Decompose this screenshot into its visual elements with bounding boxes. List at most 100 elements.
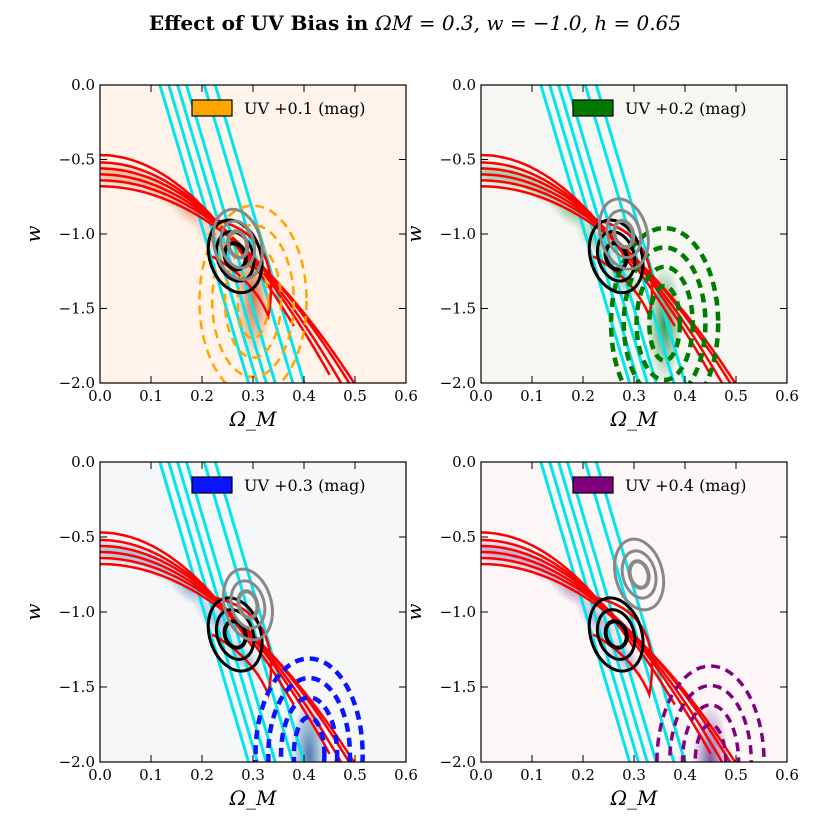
x-tick-label: 0.2 (571, 766, 595, 784)
x-tick-label: 0.2 (190, 387, 214, 405)
combined-biased-contour (211, 207, 264, 282)
cmb-contour-line (594, 462, 687, 762)
legend-label: UV +0.1 (mag) (244, 99, 366, 118)
bias-dashed-contour (266, 675, 353, 762)
y-axis-label: w (402, 225, 426, 242)
combined-biased-contour (226, 229, 250, 260)
y-tick-label: −1.0 (59, 603, 95, 621)
combined-true-contour (595, 608, 637, 661)
y-axis-label: w (21, 225, 45, 242)
x-tick-label: 0.6 (775, 766, 799, 784)
x-tick-label: 0.2 (190, 766, 214, 784)
combined-true-contour (603, 619, 629, 650)
cmb-contour-line (158, 462, 251, 762)
legend: UV +0.3 (mag) (191, 476, 366, 495)
x-tick-label: 0.0 (88, 387, 112, 405)
y-tick-label: −1.0 (59, 225, 95, 243)
legend-swatch (191, 99, 233, 117)
y-tick-label: −1.5 (59, 300, 95, 318)
x-tick-label: 0.1 (139, 387, 163, 405)
legend-swatch (572, 476, 614, 494)
x-tick-label: 0.1 (139, 766, 163, 784)
legend: UV +0.2 (mag) (572, 99, 747, 118)
bias-dashed-contour (291, 714, 327, 762)
x-tick-label: 0.2 (571, 387, 595, 405)
figure-title-math: ΩM = 0.3, w = −1.0, h = 0.65 (374, 11, 681, 35)
combined-true-contour (603, 241, 629, 272)
figure-title-bold: Effect of UV Bias in (149, 11, 375, 35)
x-tick-label: 0.3 (622, 766, 646, 784)
combined-biased-contour (597, 197, 650, 271)
bias-dashed-contour (198, 204, 308, 383)
y-tick-label: −2.0 (59, 753, 95, 771)
y-tick-label: −0.5 (440, 528, 476, 546)
panel-bottom-left: 0.0 0.1 0.2 0.3 0.4 0.5 0.6 0.0 −0.5 −1.0 −1.5 −2.0… (21, 453, 418, 810)
combined-biased-contour (236, 589, 260, 620)
sn-contour-loop (211, 217, 273, 321)
y-axis-label: w (402, 603, 426, 620)
bias-dashed-contour (278, 695, 340, 762)
legend-swatch (572, 99, 614, 117)
plot-area (100, 462, 365, 762)
y-tick-label: −1.5 (59, 678, 95, 696)
bias-dashed-contour (223, 243, 283, 359)
y-tick-label: −1.0 (440, 603, 476, 621)
figure-title: Effect of UV Bias in ΩM = 0.3, w = −1.0,… (149, 11, 681, 35)
x-tick-label: 0.5 (724, 766, 748, 784)
x-tick-label: 0.5 (343, 387, 367, 405)
x-tick-label: 0.3 (241, 387, 265, 405)
x-tick-label: 0.4 (292, 766, 316, 784)
legend: UV +0.1 (mag) (191, 99, 366, 118)
y-tick-label: −0.5 (59, 151, 95, 169)
bias-density (291, 694, 327, 762)
bias-dashed-contour (621, 245, 708, 383)
x-tick-label: 0.6 (394, 387, 418, 405)
y-tick-label: −1.5 (440, 300, 476, 318)
legend-label: UV +0.2 (mag) (625, 99, 747, 118)
combined-biased-contour (613, 537, 666, 612)
x-axis-label: Ω_M (228, 407, 277, 431)
x-tick-label: 0.5 (724, 387, 748, 405)
y-tick-label: −2.0 (440, 753, 476, 771)
legend-swatch (191, 476, 233, 494)
y-axis-label: w (21, 603, 45, 620)
x-tick-label: 0.0 (88, 766, 112, 784)
plot-area (100, 85, 356, 383)
combined-biased-contour (605, 209, 643, 259)
x-tick-label: 0.3 (622, 387, 646, 405)
y-tick-label: −1.5 (440, 678, 476, 696)
cmb-contour-line (167, 462, 259, 762)
x-tick-label: 0.4 (673, 766, 697, 784)
x-tick-label: 0.4 (292, 387, 316, 405)
x-tick-label: 0.0 (469, 387, 493, 405)
plot-area (481, 462, 766, 762)
y-tick-label: −2.0 (440, 374, 476, 392)
y-tick-label: −2.0 (59, 374, 95, 392)
x-axis-label: Ω_M (609, 407, 658, 431)
x-tick-label: 0.6 (775, 387, 799, 405)
cmb-contour-line (539, 85, 632, 383)
x-tick-label: 0.4 (673, 387, 697, 405)
x-tick-label: 0.1 (520, 766, 544, 784)
plot-area (481, 85, 737, 383)
y-tick-label: 0.0 (452, 76, 476, 94)
combined-true-contour (206, 218, 264, 295)
x-tick-label: 0.0 (469, 766, 493, 784)
combined-biased-contour (620, 549, 658, 600)
x-tick-label: 0.1 (520, 387, 544, 405)
combined-biased-contour (229, 579, 267, 630)
legend-label: UV +0.4 (mag) (625, 476, 747, 495)
combined-biased-contour (219, 219, 257, 270)
panel-top-right: 0.0 0.1 0.2 0.3 0.4 0.5 0.6 0.0 −0.5 −1.0 −1.5 −2.0… (402, 76, 799, 431)
x-tick-label: 0.6 (394, 766, 418, 784)
legend: UV +0.4 (mag) (572, 476, 747, 495)
combined-biased-contour (221, 567, 274, 642)
combined-biased-contour (612, 218, 636, 250)
panel-bottom-right: 0.0 0.1 0.2 0.3 0.4 0.5 0.6 0.0 −0.5 −1.0 −1.5 −2.0… (402, 453, 799, 810)
x-axis-label: Ω_M (228, 786, 277, 810)
x-tick-label: 0.3 (241, 766, 265, 784)
sn-contour-loop (592, 595, 654, 699)
cmb-contour-line (158, 85, 251, 383)
